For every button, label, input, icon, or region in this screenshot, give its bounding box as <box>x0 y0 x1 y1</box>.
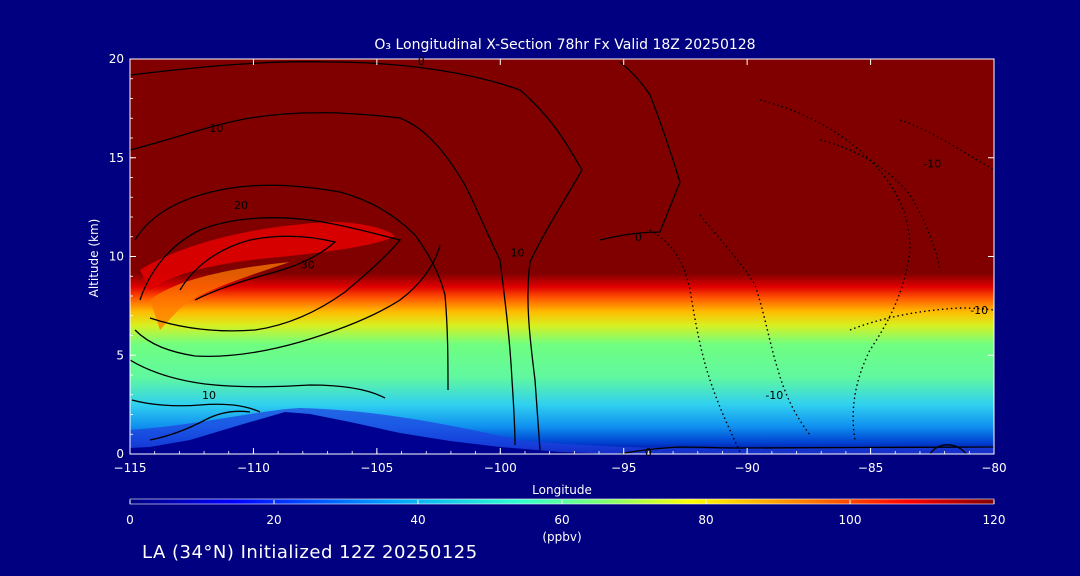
y-tick-label: 0 <box>116 447 124 461</box>
terrain <box>130 412 620 454</box>
contour-label: 0 <box>418 55 425 68</box>
x-axis: −115 −110 −105 −100 −95 −90 −85 −80 <box>114 59 1007 475</box>
x-tick-label: −90 <box>734 461 759 475</box>
contours-positive <box>130 61 994 454</box>
y-tick-label: 15 <box>109 151 124 165</box>
x-tick-label: −100 <box>484 461 517 475</box>
contour-label: -10 <box>970 304 988 317</box>
colorbar-tick-label: 40 <box>410 513 425 527</box>
x-tick-label: −110 <box>237 461 270 475</box>
intrusion-orange <box>150 262 290 330</box>
contour-label: 30 <box>301 258 315 271</box>
x-tick-label: −95 <box>611 461 636 475</box>
colorbar-tick-label: 0 <box>126 513 134 527</box>
contour-label: 0 <box>635 231 642 244</box>
y-axis-label: Altitude (km) <box>87 219 101 298</box>
contour-label: 10 <box>202 389 216 402</box>
colorbar-tick-label: 60 <box>554 513 569 527</box>
contour-label: 20 <box>234 199 248 212</box>
contour-label: 10 <box>209 122 223 135</box>
colorbar-tick-label: 20 <box>266 513 281 527</box>
contour-label: -10 <box>923 158 941 171</box>
contour-label: 10 <box>511 247 525 260</box>
x-tick-label: −80 <box>981 461 1006 475</box>
x-tick-label: −105 <box>360 461 393 475</box>
contour-label: -10 <box>765 389 783 402</box>
colorbar-label: (ppbv) <box>542 530 581 544</box>
colorbar-tick-label: 100 <box>839 513 862 527</box>
colorbar-tick-label: 80 <box>698 513 713 527</box>
chart-title: O₃ Longitudinal X-Section 78hr Fx Valid … <box>374 37 755 53</box>
contours-negative <box>649 99 994 453</box>
colorbar-ticks: 0 20 40 60 80 100 120 <box>126 500 1005 527</box>
x-tick-label: −115 <box>114 461 147 475</box>
intrusion-red <box>140 222 395 290</box>
y-axis: 0 5 10 15 20 <box>109 52 994 461</box>
x-axis-label: Longitude <box>532 483 592 497</box>
x-tick-label: −85 <box>858 461 883 475</box>
y-tick-label: 10 <box>109 250 124 264</box>
colorbar-tick-label: 120 <box>983 513 1006 527</box>
plot-area <box>130 59 994 454</box>
y-tick-label: 20 <box>109 52 124 66</box>
initialization-footer: LA (34°N) Initialized 12Z 20250125 <box>142 542 478 563</box>
y-tick-label: 5 <box>116 348 124 362</box>
